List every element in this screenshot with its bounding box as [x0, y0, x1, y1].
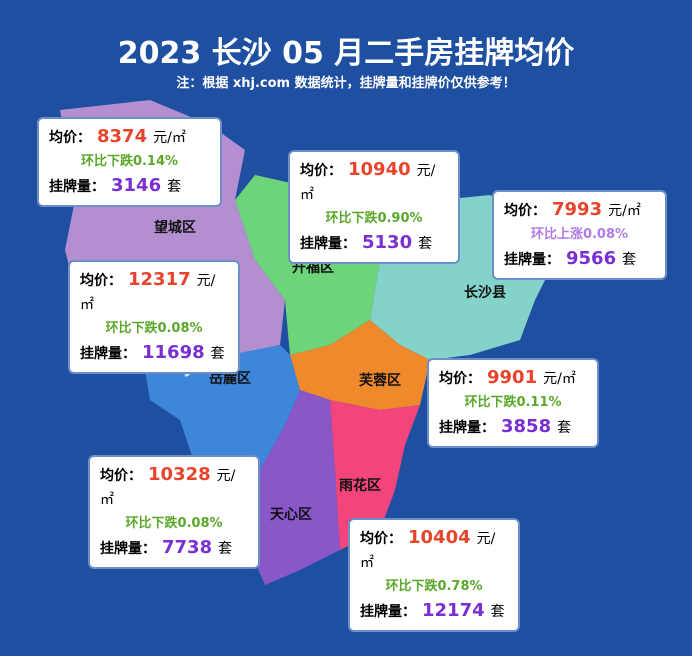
listing-row: 挂牌量： 3858 套 [439, 415, 587, 440]
district-label: 芙蓉区 [358, 372, 401, 389]
district-label: 岳麓区 [209, 370, 251, 387]
listing-row: 挂牌量： 12174 套 [360, 599, 508, 624]
price-unit: 元/㎡ [543, 371, 576, 387]
listing-unit: 套 [167, 179, 182, 195]
price: 10404 [408, 527, 471, 548]
price-row: 均价： 8374 元/㎡ [49, 125, 210, 150]
price-row: 均价： 12317 元/㎡ [80, 268, 228, 317]
price-label: 均价： [49, 130, 91, 146]
listings: 7738 [162, 537, 213, 558]
district-label: 望城区 [154, 219, 196, 236]
note: 注：根据 xhj.com 数据统计，挂牌量和挂牌价仅供参考！ [176, 76, 516, 91]
listing-unit: 套 [622, 252, 637, 268]
price: 10940 [348, 159, 411, 180]
price-label: 均价： [80, 273, 122, 289]
listings: 9566 [566, 248, 617, 269]
district-label: 天心区 [270, 507, 312, 523]
region [250, 390, 340, 585]
listings: 12174 [422, 600, 485, 621]
listing-row: 挂牌量： 3146 套 [49, 174, 210, 199]
price-label: 均价： [439, 371, 481, 387]
price-row: 均价： 10940 元/㎡ [300, 158, 448, 207]
district-label: 雨花区 [339, 477, 381, 494]
price-unit: 元/㎡ [608, 203, 641, 219]
price-unit: 元/㎡ [100, 468, 236, 508]
listings: 3858 [501, 416, 552, 437]
price-label: 均价： [100, 468, 142, 484]
price-label: 均价： [300, 163, 342, 179]
change: 环比下跌0.11% [464, 395, 562, 410]
price-unit: 元/㎡ [153, 130, 186, 146]
change: 环比下跌0.08% [125, 516, 223, 531]
price-row: 均价： 10404 元/㎡ [360, 526, 508, 575]
listing-label: 挂牌量： [360, 604, 416, 620]
region [290, 320, 430, 410]
listing-label: 挂牌量： [439, 420, 495, 436]
price: 10328 [148, 464, 211, 485]
listing-label: 挂牌量： [504, 252, 560, 268]
listing-label: 挂牌量： [300, 236, 356, 252]
price-row: 均价： 7993 元/㎡ [504, 198, 655, 223]
listing-unit: 套 [557, 420, 572, 436]
listing-unit: 套 [210, 346, 225, 362]
title: 2023 长沙 05 月二手房挂牌均价 [117, 36, 575, 71]
listing-row: 挂牌量： 11698 套 [80, 341, 228, 366]
listing-unit: 套 [490, 604, 505, 620]
listing-unit: 套 [418, 236, 433, 252]
price: 7993 [552, 199, 603, 220]
price: 12317 [128, 269, 191, 290]
price-label: 均价： [360, 531, 402, 547]
district-label: 长沙县 [464, 284, 506, 301]
price: 8374 [97, 126, 148, 147]
listings: 3146 [111, 175, 162, 196]
change: 环比下跌0.90% [325, 211, 423, 226]
listing-label: 挂牌量： [80, 346, 136, 362]
listing-label: 挂牌量： [100, 541, 156, 557]
price-unit: 元/㎡ [80, 273, 216, 313]
price-unit: 元/㎡ [360, 531, 496, 571]
region [110, 345, 300, 480]
listing-row: 挂牌量： 7738 套 [100, 536, 248, 561]
change: 环比下跌0.78% [385, 579, 483, 594]
price-label: 均价： [504, 203, 546, 219]
price-row: 均价： 9901 元/㎡ [439, 366, 587, 391]
listing-label: 挂牌量： [49, 179, 105, 195]
listings: 11698 [142, 342, 205, 363]
region [330, 400, 420, 550]
change: 环比下跌0.08% [105, 321, 203, 336]
listing-unit: 套 [218, 541, 233, 557]
change: 环比上涨0.08% [530, 227, 629, 242]
listings: 5130 [362, 232, 413, 253]
listing-row: 挂牌量： 9566 套 [504, 247, 655, 272]
price-unit: 元/㎡ [300, 163, 436, 203]
listing-row: 挂牌量： 5130 套 [300, 231, 448, 256]
change: 环比下跌0.14% [80, 154, 179, 169]
price-row: 均价： 10328 元/㎡ [100, 463, 248, 512]
price: 9901 [487, 367, 538, 388]
